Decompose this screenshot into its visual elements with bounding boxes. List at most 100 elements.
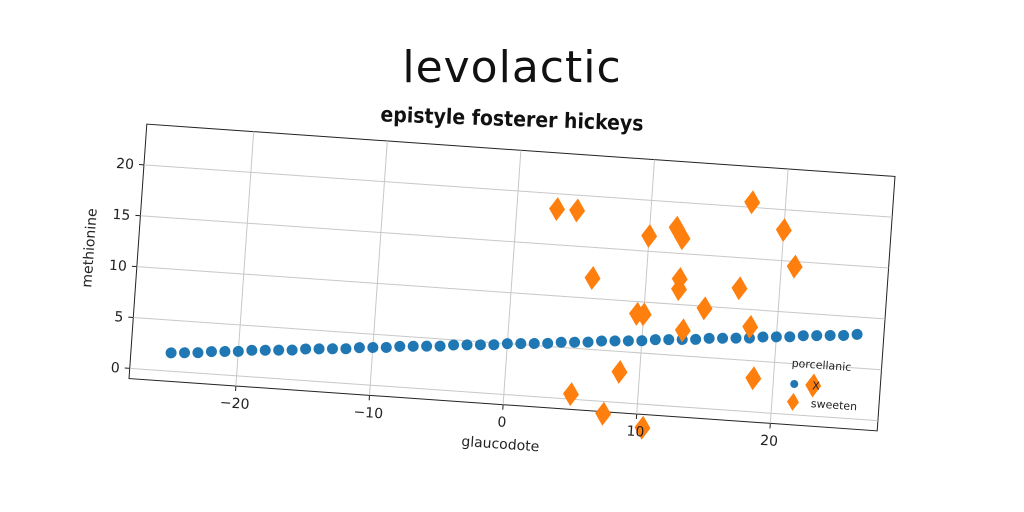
grid-line-y: [129, 367, 878, 422]
data-point-x: [824, 330, 836, 342]
data-point-x: [407, 340, 419, 352]
grid-line-x: [235, 131, 255, 387]
data-point-x: [286, 344, 298, 356]
x-tick-label: 0: [497, 414, 507, 431]
data-point-x: [474, 339, 486, 351]
plot-area: −20 −10 0 10 20 0 5 10 15 20 glaucodote methionin…: [79, 123, 896, 455]
data-point-sweeten: [668, 215, 685, 240]
data-point-x: [219, 345, 231, 357]
data-point-x: [353, 342, 365, 354]
data-point-x: [784, 331, 796, 343]
data-point-sweeten: [562, 382, 579, 407]
x-axis-label: glaucodote: [461, 434, 540, 455]
data-point-x: [192, 347, 204, 359]
data-point-sweeten: [611, 359, 628, 384]
data-point-x: [717, 332, 729, 344]
data-point-sweeten: [696, 296, 713, 321]
data-point-x: [179, 347, 191, 359]
y-tick-label: 15: [112, 207, 131, 224]
x-tick-label: −10: [353, 404, 384, 422]
data-point-x: [394, 340, 406, 352]
y-tick-label: 5: [114, 309, 124, 326]
data-point-sweeten: [641, 223, 658, 248]
data-point-x: [596, 335, 608, 347]
data-point-sweeten: [595, 401, 612, 426]
data-point-x: [770, 331, 782, 343]
grid-line-x: [769, 168, 789, 424]
y-tick-label: 20: [116, 156, 135, 173]
data-point-sweeten: [549, 197, 566, 222]
series-layer: [165, 190, 863, 440]
legend-label-sweeten: sweeten: [810, 397, 857, 413]
data-point-x: [811, 330, 823, 342]
legend-marker-x: [790, 379, 799, 388]
chart-title: levolactic: [402, 42, 622, 93]
data-point-x: [797, 330, 809, 342]
data-point-x: [851, 328, 863, 340]
tick-layer: −20 −10 0 10 20 0 5 10 15 20: [108, 156, 779, 450]
data-point-x: [380, 341, 392, 353]
y-tick-label: 0: [110, 360, 120, 377]
data-point-x: [434, 340, 446, 352]
data-point-sweeten: [584, 266, 601, 290]
data-point-x: [690, 333, 702, 345]
data-point-x: [609, 335, 621, 347]
grid-line-x: [636, 159, 655, 415]
data-point-x: [421, 340, 433, 352]
data-point-x: [488, 339, 500, 351]
data-point-x: [273, 344, 285, 356]
data-point-sweeten: [731, 276, 748, 301]
data-point-x: [515, 338, 527, 350]
data-point-sweeten: [745, 366, 762, 391]
data-point-x: [300, 343, 312, 355]
data-point-x: [232, 345, 244, 357]
legend-title: porcellanic: [791, 357, 852, 374]
x-tick-label: 20: [760, 433, 779, 450]
data-point-x: [730, 332, 742, 344]
data-point-x: [448, 339, 460, 351]
data-point-sweeten: [805, 373, 822, 398]
data-point-x: [461, 339, 473, 351]
legend-label-x: X: [812, 379, 821, 393]
data-point-x: [340, 343, 352, 355]
data-point-sweeten: [634, 415, 651, 440]
data-point-x: [165, 347, 177, 359]
data-point-sweeten: [744, 190, 761, 215]
data-point-x: [555, 336, 567, 348]
data-point-x: [582, 336, 594, 348]
data-point-x: [528, 337, 540, 349]
data-point-x: [622, 335, 634, 347]
data-point-sweeten: [742, 314, 759, 339]
data-point-x: [326, 343, 338, 355]
data-point-x: [663, 334, 675, 346]
data-point-x: [838, 329, 850, 341]
data-point-sweeten: [674, 226, 691, 251]
data-point-x: [703, 332, 715, 344]
data-point-x: [542, 337, 554, 349]
grid-line-y: [140, 215, 889, 269]
data-point-x: [313, 343, 325, 355]
data-point-x: [757, 331, 769, 343]
x-tick-label: −20: [219, 395, 250, 413]
data-point-x: [501, 338, 513, 350]
data-point-sweeten: [569, 198, 586, 223]
data-point-x: [259, 344, 271, 356]
data-point-x: [246, 344, 258, 356]
data-point-sweeten: [635, 302, 652, 327]
y-axis-label: methionine: [79, 208, 100, 288]
legend-marker-sweeten: [787, 392, 799, 411]
data-point-x: [649, 334, 661, 346]
y-tick-label: 10: [108, 258, 127, 275]
data-point-sweeten: [775, 218, 792, 243]
data-point-x: [636, 335, 648, 347]
grid-line-y: [136, 266, 886, 320]
data-point-x: [569, 336, 581, 348]
data-point-x: [205, 346, 217, 358]
data-point-x: [367, 342, 379, 354]
x-tick-label: 10: [626, 423, 645, 440]
legend: porcellanic X sweeten: [787, 357, 858, 413]
data-point-sweeten: [786, 254, 803, 279]
data-point-sweeten: [671, 277, 687, 302]
